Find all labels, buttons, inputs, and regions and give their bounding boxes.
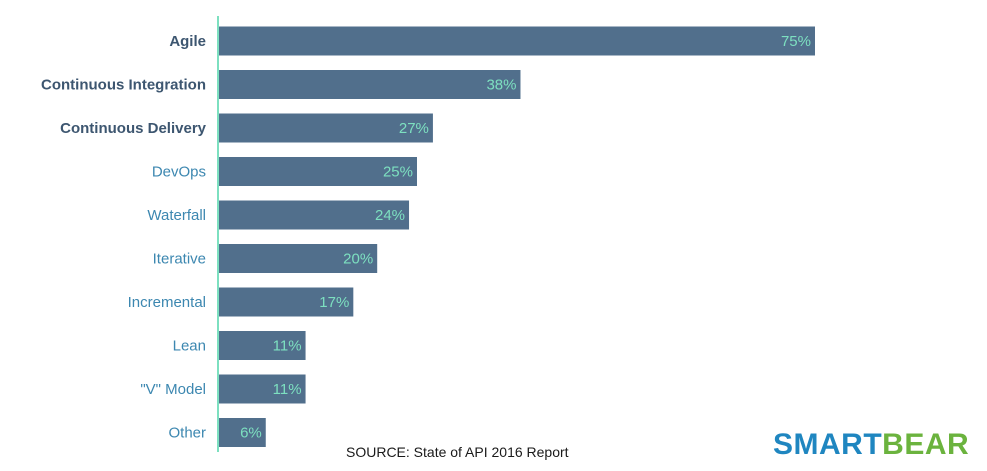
value-label: 24% [375,207,405,224]
value-label: 38% [486,77,516,94]
bar [218,70,521,99]
category-label: "V" Model [140,381,206,398]
category-label: Incremental [128,294,206,311]
value-label: 11% [273,338,302,355]
category-label: Agile [169,33,206,50]
bar [218,200,410,230]
bar [218,374,306,404]
category-label: Continuous Delivery [60,120,207,137]
bar [218,113,433,143]
category-label: Lean [173,338,206,355]
bar [218,331,306,360]
category-label: Iterative [153,251,206,268]
bar [218,26,815,56]
bar [218,244,378,273]
category-label: Continuous Integration [41,77,206,94]
category-label: Other [168,425,206,442]
bar [218,287,354,317]
bar [218,157,417,186]
source-caption: SOURCE: State of API 2016 Report [346,444,569,460]
smartbear-logo: SMARTBEAR [773,430,969,460]
value-label: 17% [319,294,349,311]
logo-smart: SMART [773,428,883,461]
value-label: 20% [343,251,373,268]
value-label: 25% [383,164,413,181]
logo-bear: BEAR [882,428,970,461]
value-label: 75% [781,33,811,50]
value-label: 27% [399,120,429,137]
value-label: 11% [273,381,302,398]
value-label: 6% [240,425,262,442]
bar [218,418,266,447]
category-label: DevOps [152,164,206,181]
category-label: Waterfall [147,207,206,224]
